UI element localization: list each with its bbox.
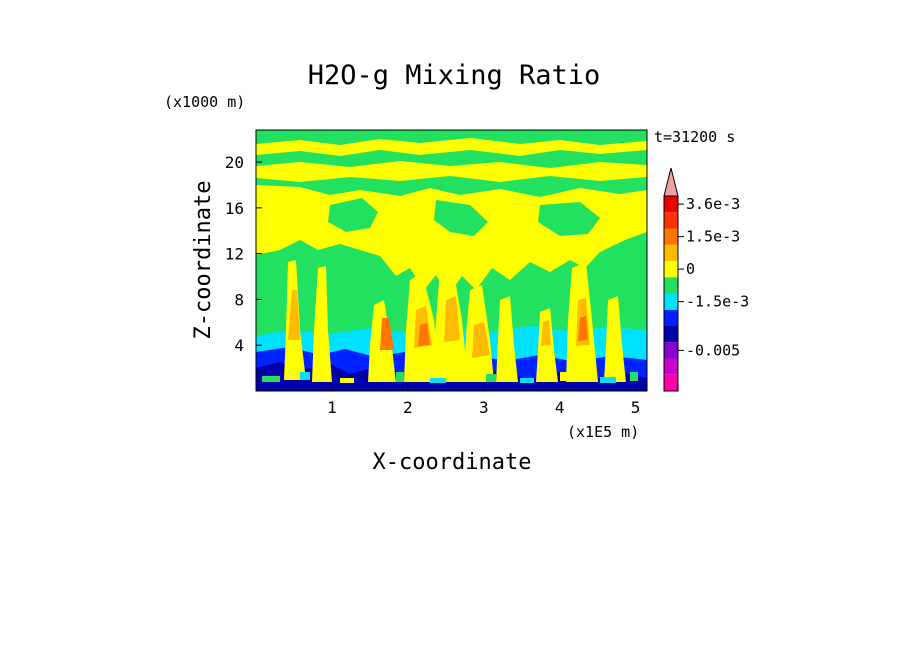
x-tick-label: 5 — [631, 398, 641, 417]
plume — [380, 318, 394, 350]
plume — [541, 320, 551, 346]
colorbar-swatch — [664, 342, 678, 359]
boundary-layer-speckle — [262, 372, 638, 383]
plume — [288, 290, 300, 340]
colorbar-label: -0.005 — [686, 341, 740, 359]
y-axis-label: Z-coordinate — [191, 181, 216, 340]
colorbar-swatch — [664, 293, 678, 310]
y-axis-unit: (x1000 m) — [164, 93, 245, 111]
plume — [472, 322, 490, 358]
speckle-mark — [430, 378, 446, 383]
chart-title: H2O-g Mixing Ratio — [308, 60, 601, 91]
field-green-blob-right — [538, 202, 600, 236]
field-green-blob-left — [328, 198, 378, 232]
y-axis: 4 8 12 16 20 — [225, 153, 262, 355]
speckle-mark — [396, 372, 404, 382]
plume — [444, 296, 460, 342]
colorbar-swatch — [664, 261, 678, 278]
speckle-mark — [300, 372, 310, 380]
plume — [418, 323, 430, 346]
y-tick-label: 8 — [234, 290, 244, 309]
x-axis: 1 2 3 4 5 — [327, 385, 640, 417]
plume — [312, 266, 332, 382]
colorbar-label: 1.5e-3 — [686, 228, 740, 246]
colorbar-swatch — [664, 326, 678, 343]
colorbar-swatch — [664, 212, 678, 229]
speckle-mark — [600, 377, 616, 383]
colorbar: 3.6e-3 1.5e-3 0 -1.5e-3 -0.005 — [663, 167, 749, 392]
speckle-mark — [560, 372, 569, 381]
colorbar-swatch — [664, 358, 678, 375]
colorbar-swatch — [664, 196, 678, 213]
y-tick-label: 20 — [225, 153, 244, 172]
y-tick-label: 12 — [225, 245, 244, 264]
colorbar-frame — [663, 195, 679, 392]
colorbar-swatch — [664, 228, 678, 245]
x-axis-unit: (x1E5 m) — [567, 423, 639, 441]
time-label: t=31200 s — [654, 128, 735, 146]
speckle-mark — [262, 376, 280, 382]
plot-area — [256, 130, 647, 391]
colorbar-swatch — [664, 244, 678, 261]
x-tick-label: 2 — [403, 398, 413, 417]
colorbar-label: -1.5e-3 — [686, 293, 749, 311]
colorbar-label: 0 — [686, 260, 695, 278]
x-tick-label: 3 — [479, 398, 489, 417]
x-axis-label: X-coordinate — [373, 450, 532, 475]
plume — [578, 316, 588, 341]
colorbar-max-extension — [663, 167, 679, 197]
colorbar-label: 3.6e-3 — [686, 195, 740, 213]
field-yellow-band-middle — [256, 161, 647, 182]
colorbar-swatch — [664, 374, 678, 391]
plume — [604, 296, 626, 382]
x-tick-label: 1 — [327, 398, 337, 417]
colorbar-swatch — [664, 277, 678, 294]
field-green-blob-center — [434, 200, 488, 236]
plume — [496, 296, 518, 382]
x-tick-label: 4 — [555, 398, 565, 417]
field-yellow-band-top — [256, 138, 647, 156]
speckle-mark — [486, 374, 496, 382]
speckle-mark — [520, 378, 534, 383]
colorbar-swatch — [664, 309, 678, 326]
y-tick-label: 4 — [234, 336, 244, 355]
y-tick-label: 16 — [225, 199, 244, 218]
plot-frame — [255, 129, 648, 392]
speckle-mark — [630, 372, 638, 381]
speckle-mark — [340, 378, 354, 383]
plumes — [284, 260, 626, 382]
